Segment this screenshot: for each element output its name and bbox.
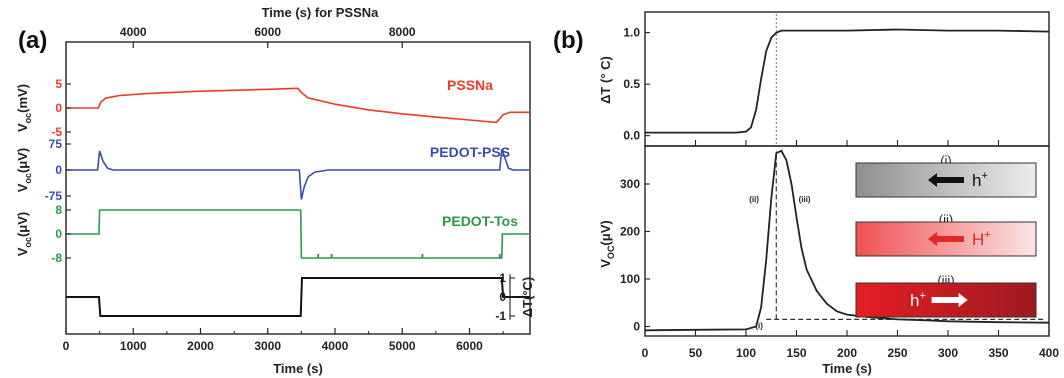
y-tick-label: -5	[51, 125, 62, 139]
x-tick-label: 300	[938, 346, 958, 360]
panel-a-label: (a)	[18, 27, 47, 54]
x-tick-label: 3000	[254, 339, 281, 353]
top-tick-label: 4000	[120, 25, 147, 39]
y-tick-label: -8	[51, 251, 62, 265]
panel-b-top-y-axis-label: ΔT (° C)	[598, 56, 613, 104]
panel-b-x-axis-label: Time (s)	[822, 361, 872, 376]
series-label: PEDOT-Tos	[442, 213, 518, 229]
y-tick-label: 0	[55, 163, 62, 177]
inset-carrier: h+	[910, 290, 926, 310]
x-tick-label: 200	[837, 346, 857, 360]
annotation-ii: (ii)	[749, 195, 759, 204]
panel-a-plot-frame	[65, 41, 531, 335]
series-label: PEDOT-PSS	[430, 144, 510, 160]
y-tick-label-right: -1	[495, 309, 506, 323]
x-tick-label: 250	[887, 346, 907, 360]
inset-carrier: H+	[972, 229, 991, 249]
arrow-head	[928, 232, 937, 246]
x-tick-label: 6000	[456, 339, 483, 353]
panel-a-top-axis-label: Time (s) for PSSNa	[262, 5, 380, 20]
inset-box	[855, 162, 1037, 198]
y-axis-label: Voc(μV)	[15, 212, 33, 256]
y-tick-label: 0	[55, 101, 62, 115]
y-tick-label: 0.0	[623, 129, 640, 143]
dt-axis-label: ΔT(°C)	[520, 277, 535, 318]
annotation-i: (i)	[755, 321, 763, 330]
x-tick-label: 100	[736, 346, 756, 360]
y-tick-label: 1.0	[623, 26, 640, 40]
y-tick-label: 75	[49, 137, 63, 151]
top-tick-label: 6000	[254, 25, 281, 39]
x-tick-label: 1000	[120, 339, 147, 353]
panel-b-label: (b)	[553, 27, 584, 54]
annotation-iii: (iii)	[799, 195, 811, 204]
y-tick-label: 100	[620, 272, 640, 286]
y-tick-label: -75	[45, 189, 63, 203]
voc-axis-label: VOC(μV)	[598, 220, 616, 267]
x-tick-label: 400	[1039, 346, 1059, 360]
y-axis-label: Voc(μV)	[15, 148, 33, 192]
series-line--t	[66, 277, 530, 317]
arrow-head	[928, 173, 937, 187]
arrow-left-icon	[934, 177, 964, 183]
panel-b-top-frame	[644, 11, 1050, 147]
y-tick-label: 0	[633, 320, 640, 334]
top-tick-label: 8000	[389, 25, 416, 39]
x-tick-label: 350	[988, 346, 1008, 360]
x-tick-label: 150	[786, 346, 806, 360]
y-tick-label: 0	[55, 227, 62, 241]
x-tick-label: 5000	[389, 339, 416, 353]
x-tick-label: 0	[63, 339, 70, 353]
y-tick-label-right: 0	[499, 290, 506, 304]
y-tick-label: 0.5	[623, 77, 640, 91]
x-tick-label: 0	[642, 346, 649, 360]
series-label: PSSNa	[447, 77, 493, 93]
x-tick-label: 4000	[322, 339, 349, 353]
y-tick-label: 200	[620, 225, 640, 239]
panel-a-chart: Time (s) for PSSNa Time (s)	[65, 5, 531, 376]
inset-label: (i)	[940, 153, 952, 168]
voc-line	[644, 149, 1050, 332]
x-tick-label: 50	[689, 346, 703, 360]
series-line-pssna	[66, 87, 530, 124]
y-tick-label: 5	[55, 77, 62, 91]
y-axis-label: Voc(mV)	[15, 84, 33, 132]
arrow-head	[958, 293, 968, 307]
x-tick-label: 2000	[187, 339, 214, 353]
series-line-pedot-pss	[66, 148, 530, 200]
inset-carrier: h+	[972, 170, 988, 190]
panel-a-x-axis-label: Time (s)	[273, 361, 323, 376]
dt-line	[645, 28, 1050, 134]
y-tick-label: 300	[620, 177, 640, 191]
arrow-right-icon	[931, 297, 962, 303]
y-tick-label: 8	[55, 203, 62, 217]
series-line-pedot-tos	[66, 209, 530, 259]
y-tick-label-right: 1	[499, 271, 506, 285]
arrow-left-icon	[934, 236, 964, 242]
